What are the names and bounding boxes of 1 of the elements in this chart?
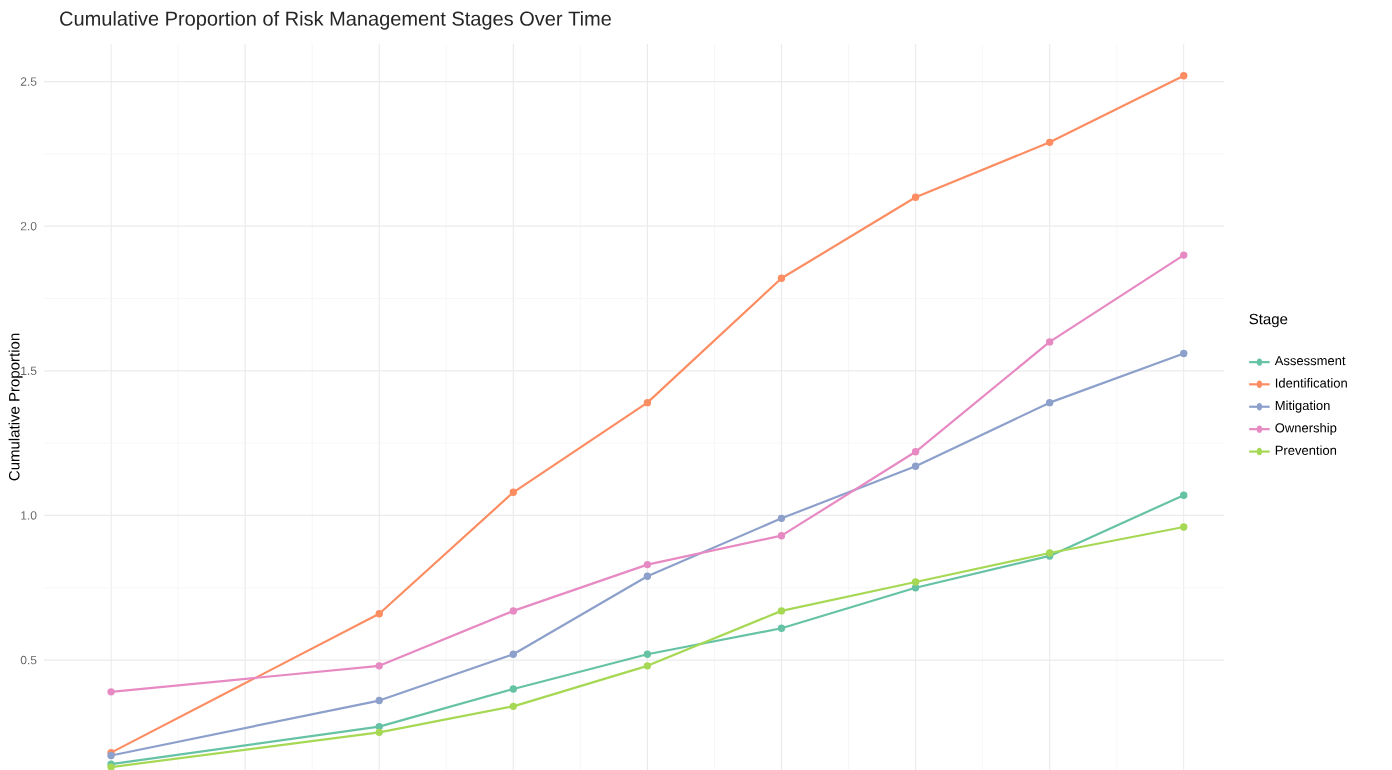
- chart-title: Cumulative Proportion of Risk Management Stages Over Time: [60, 11, 611, 30]
